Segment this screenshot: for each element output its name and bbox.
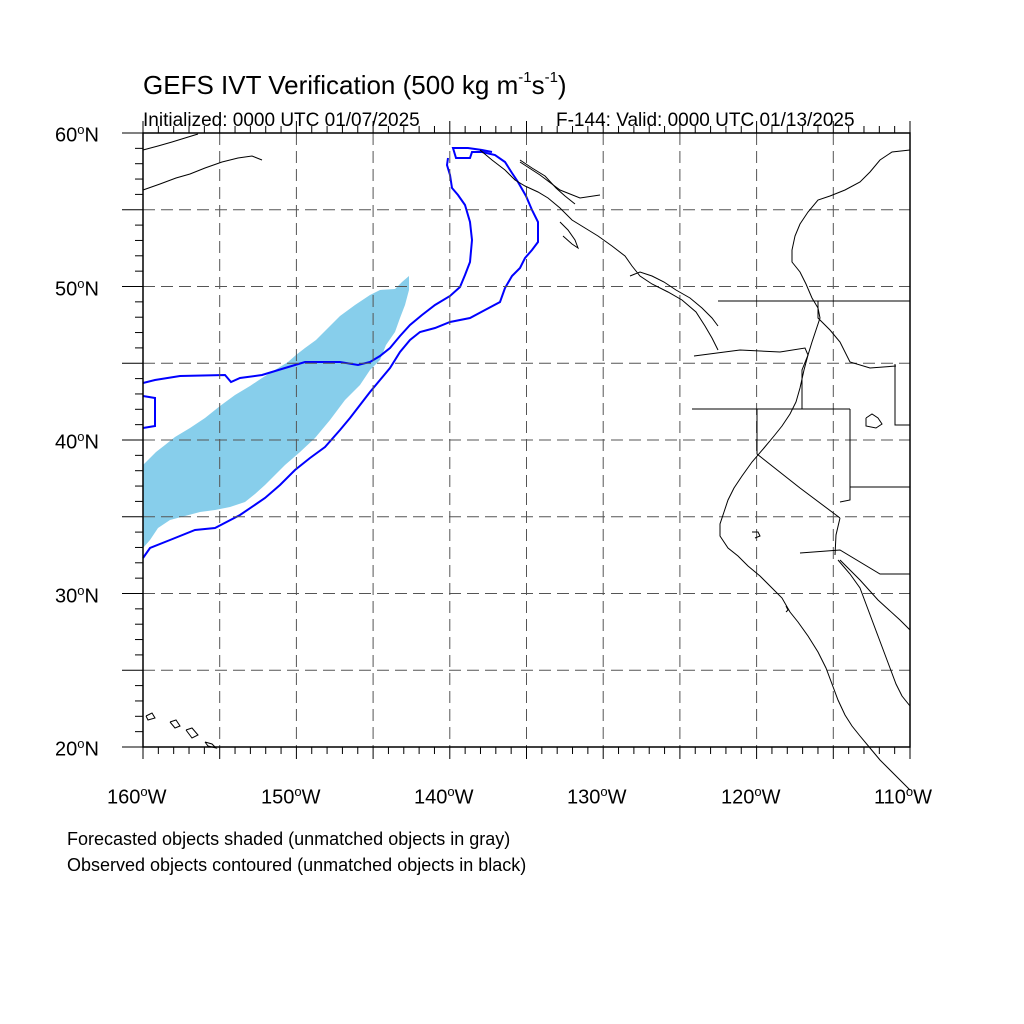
washington-oregon-border (693, 347, 809, 409)
hawaii-1 (145, 712, 156, 721)
channel-islands (752, 531, 761, 539)
baja-peninsula (837, 559, 911, 707)
coastlines (142, 133, 911, 791)
initialized-time: Initialized: 0000 UTC 01/07/2025 (143, 110, 420, 131)
lon-label-150: 150oW (261, 784, 321, 809)
lat-label-50: 50oN (55, 276, 99, 301)
observed-ivt-edge (142, 395, 156, 429)
idaho-wyoming-border (894, 364, 910, 426)
observed-ivt-contour (142, 147, 539, 559)
us-mexico-border (799, 549, 910, 575)
lat-label-20: 20oN (55, 736, 99, 761)
arizona-california-border (834, 517, 841, 556)
observed-ivt-contour-west (142, 157, 474, 384)
lat-label-40: 40oN (55, 429, 99, 454)
valid-time: F-144: Valid: 0000 UTC 01/13/2025 (556, 110, 855, 131)
great-salt-lake (865, 413, 883, 429)
us-west-coast (719, 149, 911, 791)
mexico-border-east (839, 559, 911, 631)
guadalupe-island (785, 605, 789, 613)
hawaii-3 (185, 727, 199, 739)
legend-notes: Forecasted objects shaded (unmatched obj… (67, 826, 526, 878)
vancouver-island (629, 271, 719, 327)
lat-lon-grid (143, 133, 910, 747)
observed-objects (142, 147, 539, 559)
islands-top (519, 159, 576, 205)
alaska-coast-west (142, 133, 199, 151)
forecast-ivt-object (143, 276, 409, 548)
observed-note: Observed objects contoured (unmatched ob… (67, 855, 527, 875)
forecast-note: Forecasted objects shaded (unmatched obj… (67, 829, 511, 849)
lon-label-120: 120oW (721, 784, 781, 809)
hawaii-2 (169, 719, 181, 729)
lon-label-160: 160oW (107, 784, 167, 809)
map-title: GEFS IVT Verification (500 kg m-1s-1) (143, 69, 567, 100)
borders (519, 161, 911, 631)
lon-label-130: 130oW (567, 784, 627, 809)
idaho-montana-border (817, 301, 897, 369)
lon-label-140: 140oW (414, 784, 474, 809)
lat-label-60: 60oN (55, 122, 99, 147)
canada-coast (479, 149, 719, 351)
axis-ticks (122, 121, 911, 759)
alaska-coast-south (142, 155, 263, 191)
alaska-canada-border (519, 161, 601, 199)
forecast-objects (143, 276, 409, 548)
nevada-border (756, 409, 841, 519)
lon-label-110: 110oW (874, 784, 933, 809)
islands-bc (559, 221, 580, 250)
nevada-utah-border (839, 409, 851, 503)
lat-label-30: 30oN (55, 583, 99, 608)
hawaii-4 (204, 741, 218, 749)
